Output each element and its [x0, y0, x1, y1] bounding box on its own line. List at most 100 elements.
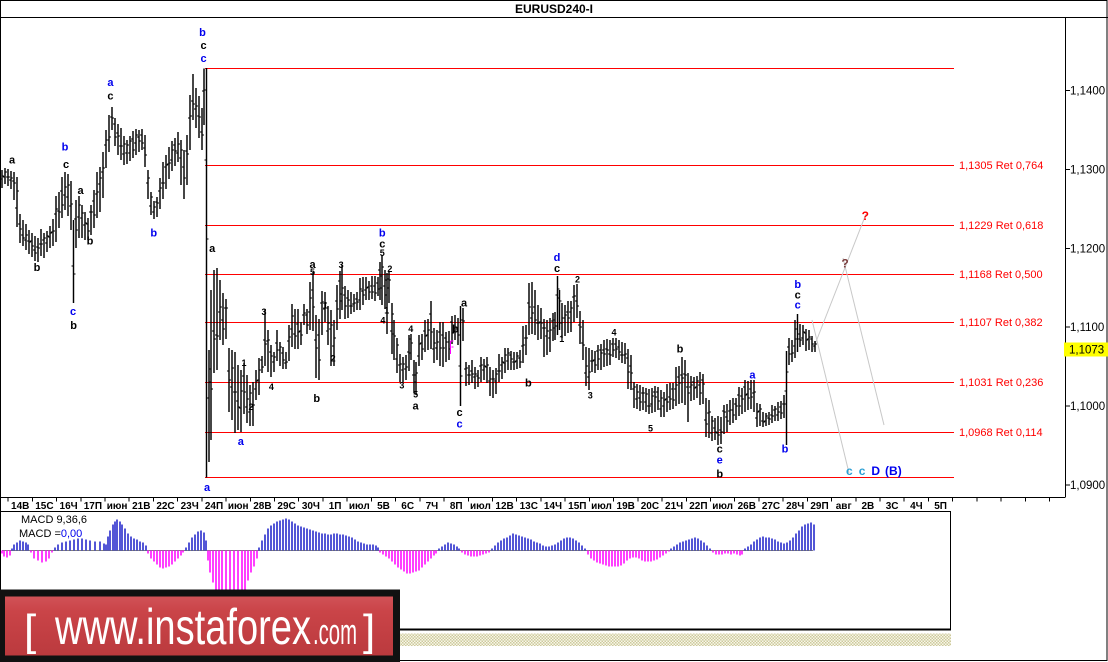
svg-text:5: 5 [380, 248, 385, 258]
svg-text:b: b [525, 377, 532, 389]
svg-text:20С: 20С [641, 501, 659, 512]
svg-text:b: b [62, 142, 69, 154]
svg-text:a: a [204, 482, 211, 494]
svg-text:www.instaforex: www.instaforex [54, 599, 311, 655]
svg-text:22С: 22С [156, 501, 174, 512]
svg-text:a: a [238, 436, 245, 448]
svg-text:авг: авг [836, 501, 852, 512]
svg-text:.com: .com [313, 611, 357, 652]
svg-text:5П: 5П [934, 501, 947, 512]
svg-text:b: b [452, 323, 459, 335]
svg-text:29С: 29С [277, 501, 295, 512]
svg-text:14В: 14В [11, 501, 29, 512]
svg-text:a: a [461, 297, 468, 309]
svg-text:июл: июл [470, 501, 491, 512]
svg-text:c: c [795, 299, 801, 311]
svg-text:2: 2 [331, 354, 336, 364]
svg-text:]: ] [363, 606, 375, 655]
svg-text:1: 1 [241, 358, 246, 368]
svg-text:MACD 9,36,6: MACD 9,36,6 [21, 514, 87, 526]
svg-text:c: c [554, 263, 560, 275]
svg-text:15П: 15П [568, 501, 586, 512]
svg-text:?: ? [862, 209, 869, 223]
svg-text:b: b [34, 262, 41, 274]
svg-text:30Ч: 30Ч [302, 501, 320, 512]
svg-text:1,1400: 1,1400 [1070, 86, 1105, 98]
svg-text:b: b [794, 279, 801, 291]
svg-text:b: b [716, 468, 723, 480]
svg-text:2: 2 [387, 264, 392, 274]
svg-text:c: c [107, 90, 113, 102]
svg-text:b: b [379, 228, 386, 240]
svg-text:июл: июл [591, 501, 612, 512]
svg-text:21В: 21В [132, 501, 150, 512]
svg-text:28Ч: 28Ч [786, 501, 804, 512]
svg-text:27С: 27С [762, 501, 780, 512]
svg-text:b: b [677, 343, 684, 355]
svg-text:c: c [200, 40, 206, 52]
svg-text:b: b [70, 320, 77, 332]
svg-text:b: b [199, 27, 206, 39]
svg-text:1,1000: 1,1000 [1070, 401, 1105, 413]
svg-text:a: a [309, 259, 316, 271]
svg-text:1,1100: 1,1100 [1070, 322, 1104, 334]
svg-text:3: 3 [588, 390, 593, 400]
svg-text:c: c [379, 238, 385, 250]
svg-text:1,1031 Ret 0,236: 1,1031 Ret 0,236 [959, 377, 1043, 389]
svg-text:b: b [313, 393, 320, 405]
svg-text:1,1305 Ret 0,764: 1,1305 Ret 0,764 [959, 160, 1043, 172]
svg-text:2: 2 [575, 274, 580, 284]
svg-text:b: b [150, 228, 157, 240]
svg-text:?: ? [841, 256, 848, 270]
svg-text:1,0900: 1,0900 [1070, 480, 1105, 492]
svg-text:2: 2 [248, 402, 253, 412]
svg-text:c: c [200, 53, 206, 65]
svg-text:1,1229 Ret 0,618: 1,1229 Ret 0,618 [959, 220, 1043, 232]
svg-text:1: 1 [384, 305, 389, 315]
svg-text:4: 4 [269, 382, 274, 392]
svg-text:c: c [63, 159, 69, 171]
svg-text:MACD =0,00: MACD =0,00 [19, 528, 82, 540]
svg-text:12В: 12В [495, 501, 513, 512]
svg-text:a: a [9, 155, 16, 167]
svg-text:26В: 26В [738, 501, 756, 512]
svg-text:19В: 19В [617, 501, 635, 512]
svg-text:b: b [782, 444, 789, 456]
svg-text:4: 4 [408, 324, 413, 334]
svg-text:5: 5 [413, 389, 418, 399]
svg-text:c: c [717, 444, 723, 456]
svg-text:1,1200: 1,1200 [1070, 243, 1105, 255]
svg-text:1,0968 Ret 0,114: 1,0968 Ret 0,114 [959, 427, 1043, 439]
svg-text:ccD(B): c c D (B) [846, 464, 902, 478]
svg-text:1,1073: 1,1073 [1069, 345, 1104, 357]
svg-text:a: a [749, 369, 756, 381]
svg-text:24П: 24П [205, 501, 223, 512]
svg-text:c: c [456, 419, 462, 431]
svg-text:e: e [717, 455, 723, 467]
svg-text:1,1107 Ret 0,382: 1,1107 Ret 0,382 [959, 317, 1043, 329]
svg-text:21Ч: 21Ч [665, 501, 683, 512]
svg-text:4: 4 [611, 327, 616, 337]
svg-text:a: a [107, 77, 114, 89]
svg-text:d: d [554, 252, 561, 264]
svg-text:3С: 3С [886, 501, 899, 512]
svg-text:EURUSD240-I: EURUSD240-I [515, 2, 593, 16]
svg-text:23Ч: 23Ч [181, 501, 199, 512]
svg-text:5В: 5В [377, 501, 390, 512]
svg-text:16Ч: 16Ч [60, 501, 78, 512]
svg-text:a: a [209, 243, 216, 255]
svg-text:июл: июл [349, 501, 370, 512]
svg-text:5: 5 [310, 267, 315, 277]
svg-text:4: 4 [380, 316, 385, 326]
svg-text:2В: 2В [862, 501, 875, 512]
svg-text:1: 1 [323, 301, 328, 311]
svg-text:3: 3 [399, 381, 404, 391]
svg-text:июн: июн [228, 501, 249, 512]
svg-text:6С: 6С [401, 501, 414, 512]
svg-text:3: 3 [339, 260, 344, 270]
svg-text:14Ч: 14Ч [544, 501, 562, 512]
svg-text:8П: 8П [450, 501, 463, 512]
svg-text:1,1168 Ret 0,500: 1,1168 Ret 0,500 [959, 269, 1043, 281]
svg-text:июн: июн [107, 501, 128, 512]
svg-text:b: b [87, 236, 94, 248]
